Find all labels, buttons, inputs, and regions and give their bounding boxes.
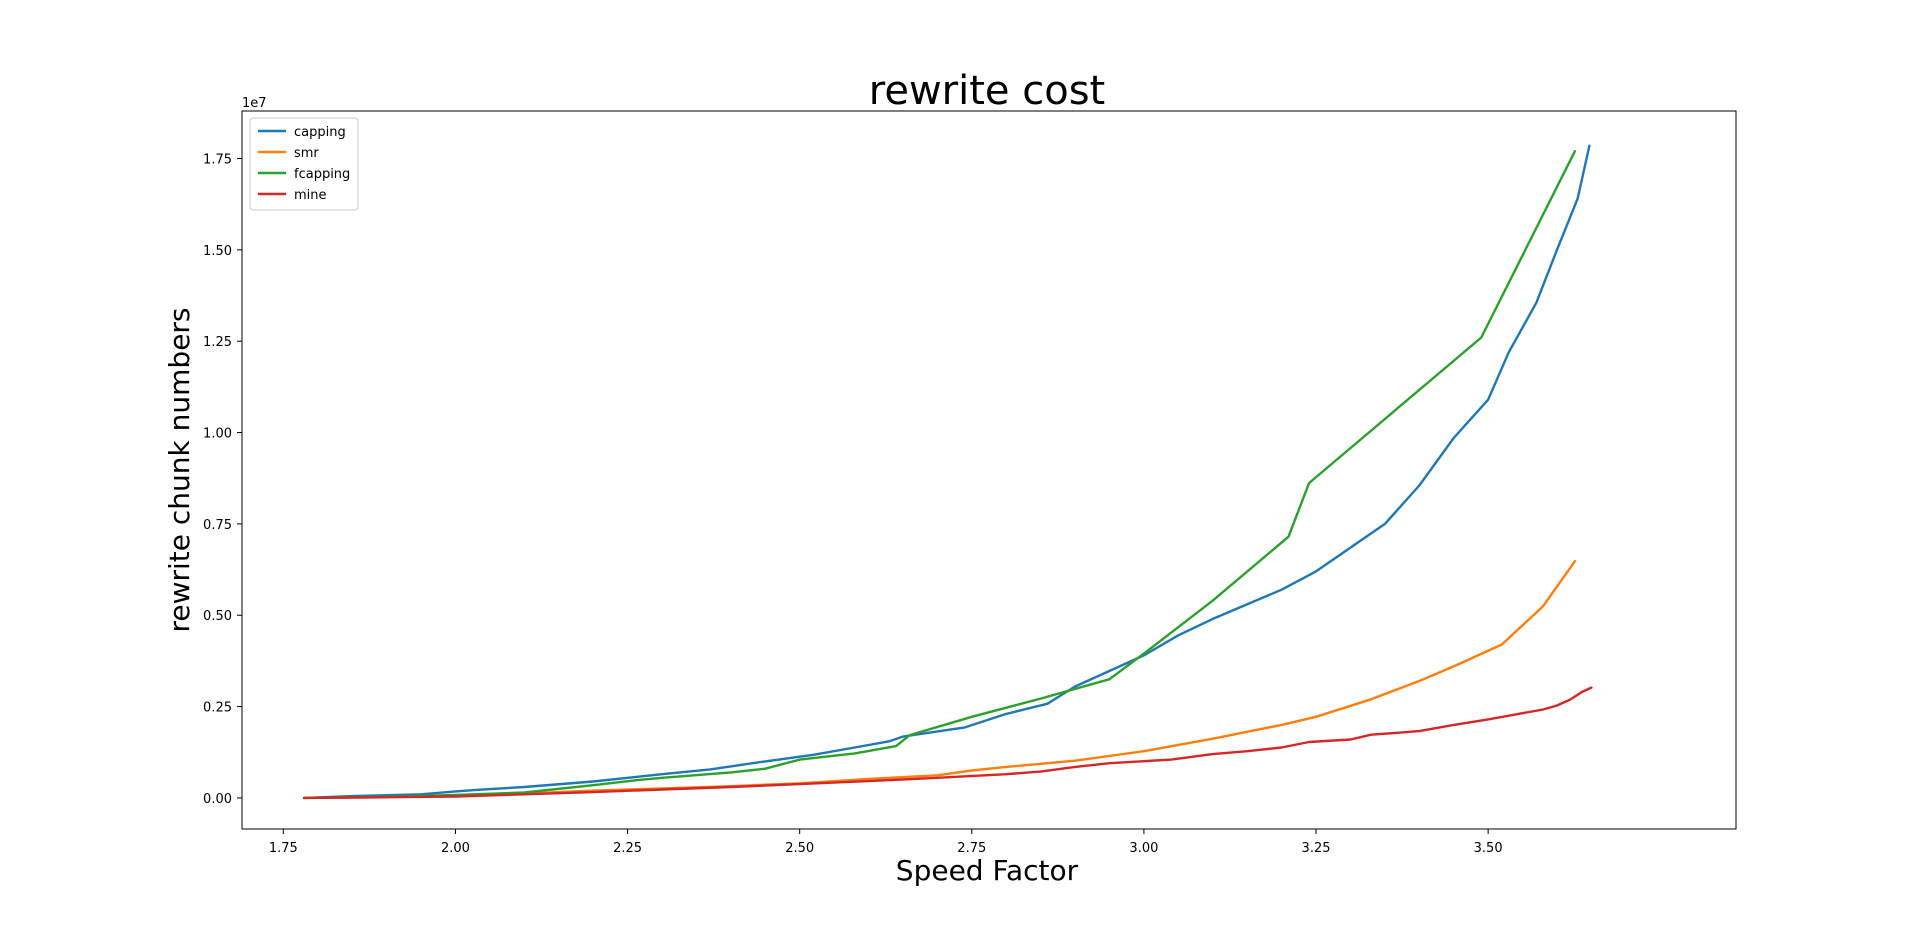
plot-frame <box>241 110 1737 830</box>
x-tick-label: 2.75 <box>957 841 986 856</box>
series-line-capping <box>302 144 1591 800</box>
x-tick-label: 1.75 <box>269 841 298 856</box>
legend-label-capping: capping <box>294 125 346 140</box>
y-tick-label: 1.00 <box>203 427 232 442</box>
x-tick-label: 3.00 <box>1129 841 1158 856</box>
y-tick-label: 0.75 <box>203 518 232 533</box>
x-tick-label: 2.50 <box>785 841 814 856</box>
y-tick-label: 0.25 <box>203 701 232 716</box>
legend: capping smr fcapping mine <box>249 117 359 211</box>
legend-label-mine: mine <box>294 188 327 203</box>
y-tick-label: 0.50 <box>203 609 232 624</box>
y-tick-label: 1.75 <box>203 153 232 168</box>
legend-label-smr: smr <box>294 146 319 161</box>
plot-area <box>241 110 1737 830</box>
x-axis: 1.75 2.00 2.25 2.50 2.75 3.00 3.25 3.50 <box>269 829 1503 856</box>
x-tick-label: 2.00 <box>441 841 470 856</box>
series-line-mine <box>302 686 1593 800</box>
series-line-fcapping <box>302 150 1577 800</box>
y-axis-label: rewrite chunk numbers <box>163 307 196 632</box>
y-tick-label: 0.00 <box>203 792 232 807</box>
y-tick-label: 1.50 <box>203 244 232 259</box>
chart-title: rewrite cost <box>869 68 1105 114</box>
y-tick-label: 1.25 <box>203 335 232 350</box>
x-tick-label: 2.25 <box>613 841 642 856</box>
x-tick-label: 3.25 <box>1302 841 1331 856</box>
x-axis-label: Speed Factor <box>896 854 1079 887</box>
legend-label-fcapping: fcapping <box>294 167 350 182</box>
legend-box <box>249 117 359 211</box>
y-axis-offset-text: 1e7 <box>242 96 267 111</box>
y-axis: 0.00 0.25 0.50 0.75 1.00 1.25 1.50 1.75 <box>203 153 242 807</box>
series-line-smr <box>302 560 1577 800</box>
x-tick-label: 3.50 <box>1474 841 1503 856</box>
